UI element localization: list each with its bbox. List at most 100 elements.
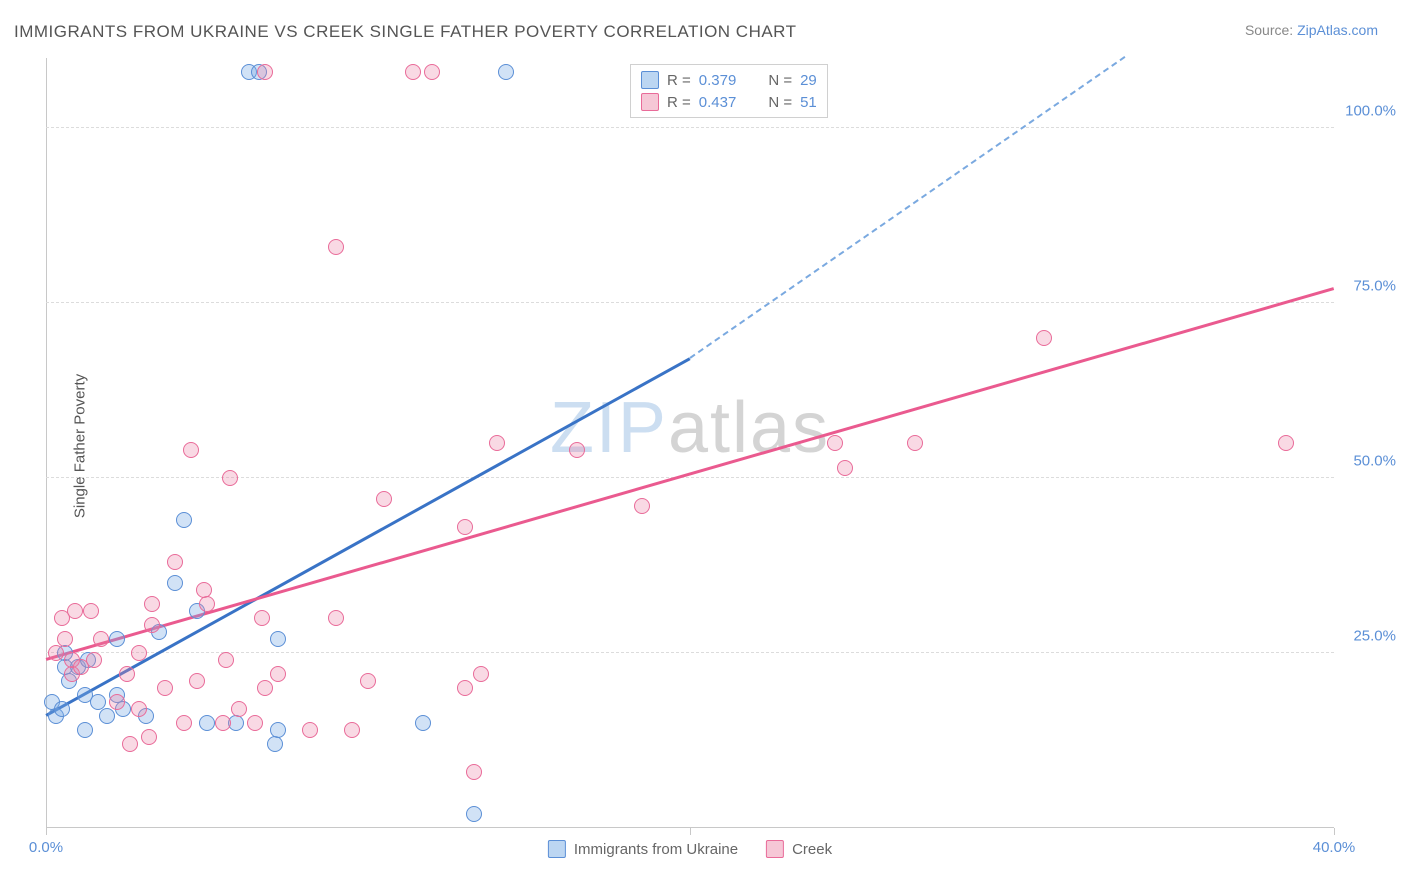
y-tick-label: 25.0% <box>1353 628 1396 645</box>
chart-area: ZIPatlas 25.0%50.0%75.0%100.0%0.0%40.0% … <box>46 58 1334 828</box>
data-point <box>254 610 270 626</box>
source-link[interactable]: ZipAtlas.com <box>1297 22 1378 38</box>
data-point <box>109 694 125 710</box>
data-point <box>215 715 231 731</box>
legend-n-value: 51 <box>800 94 817 111</box>
data-point <box>167 575 183 591</box>
data-point <box>176 715 192 731</box>
data-point <box>376 491 392 507</box>
legend-swatch <box>641 93 659 111</box>
y-tick-label: 75.0% <box>1353 278 1396 295</box>
data-point <box>489 435 505 451</box>
regression-line <box>46 287 1335 660</box>
data-point <box>222 470 238 486</box>
data-point <box>176 512 192 528</box>
data-point <box>634 498 650 514</box>
data-point <box>199 715 215 731</box>
watermark: ZIPatlas <box>550 387 830 469</box>
data-point <box>167 554 183 570</box>
x-tick <box>46 828 47 835</box>
y-tick-label: 100.0% <box>1345 103 1396 120</box>
data-point <box>90 694 106 710</box>
y-tick-label: 50.0% <box>1353 453 1396 470</box>
data-point <box>837 460 853 476</box>
data-point <box>457 519 473 535</box>
data-point <box>86 652 102 668</box>
data-point <box>67 603 83 619</box>
legend-r-value: 0.379 <box>699 72 737 89</box>
data-point <box>189 673 205 689</box>
data-point <box>77 722 93 738</box>
data-point <box>99 708 115 724</box>
legend-row: R = 0.379 N = 29 <box>641 69 817 91</box>
data-point <box>1036 330 1052 346</box>
data-point <box>257 680 273 696</box>
data-point <box>498 64 514 80</box>
data-point <box>247 715 263 731</box>
data-point <box>415 715 431 731</box>
data-point <box>1278 435 1294 451</box>
data-point <box>109 631 125 647</box>
series-legend: Immigrants from Ukraine Creek <box>548 840 832 858</box>
x-tick-label: 0.0% <box>29 839 63 856</box>
grid-line <box>46 477 1334 478</box>
legend-r-value: 0.437 <box>699 94 737 111</box>
data-point <box>48 645 64 661</box>
data-point <box>827 435 843 451</box>
data-point <box>218 652 234 668</box>
data-point <box>141 729 157 745</box>
data-point <box>54 701 70 717</box>
correlation-legend: R = 0.379 N = 29 R = 0.437 N = 51 <box>630 64 828 118</box>
grid-line <box>46 127 1334 128</box>
x-tick-label: 40.0% <box>1313 839 1356 856</box>
chart-title: IMMIGRANTS FROM UKRAINE VS CREEK SINGLE … <box>14 22 797 42</box>
legend-n-value: 29 <box>800 72 817 89</box>
plot-region: ZIPatlas 25.0%50.0%75.0%100.0%0.0%40.0% <box>46 58 1334 828</box>
data-point <box>122 736 138 752</box>
data-point <box>83 603 99 619</box>
data-point <box>119 666 135 682</box>
data-point <box>199 596 215 612</box>
data-point <box>907 435 923 451</box>
legend-n-label: N = <box>768 72 792 89</box>
data-point <box>183 442 199 458</box>
data-point <box>473 666 489 682</box>
grid-line <box>46 652 1334 653</box>
legend-label: Creek <box>792 841 832 858</box>
data-point <box>328 239 344 255</box>
legend-item: Immigrants from Ukraine <box>548 840 738 858</box>
data-point <box>405 64 421 80</box>
data-point <box>267 736 283 752</box>
data-point <box>328 610 344 626</box>
legend-item: Creek <box>766 840 832 858</box>
watermark-part1: ZIP <box>550 388 668 468</box>
data-point <box>569 442 585 458</box>
data-point <box>466 806 482 822</box>
data-point <box>270 666 286 682</box>
data-point <box>257 64 273 80</box>
data-point <box>131 645 147 661</box>
data-point <box>157 680 173 696</box>
legend-swatch <box>766 840 784 858</box>
data-point <box>466 764 482 780</box>
regression-line <box>45 357 690 716</box>
data-point <box>131 701 147 717</box>
legend-r-label: R = <box>667 72 691 89</box>
x-tick <box>690 828 691 835</box>
legend-n-label: N = <box>768 94 792 111</box>
source-attribution: Source: ZipAtlas.com <box>1245 22 1378 38</box>
data-point <box>93 631 109 647</box>
data-point <box>457 680 473 696</box>
data-point <box>344 722 360 738</box>
legend-label: Immigrants from Ukraine <box>574 841 738 858</box>
legend-swatch <box>641 71 659 89</box>
legend-swatch <box>548 840 566 858</box>
legend-r-label: R = <box>667 94 691 111</box>
data-point <box>231 701 247 717</box>
data-point <box>302 722 318 738</box>
legend-row: R = 0.437 N = 51 <box>641 91 817 113</box>
x-tick <box>1334 828 1335 835</box>
data-point <box>424 64 440 80</box>
data-point <box>144 617 160 633</box>
grid-line <box>46 302 1334 303</box>
